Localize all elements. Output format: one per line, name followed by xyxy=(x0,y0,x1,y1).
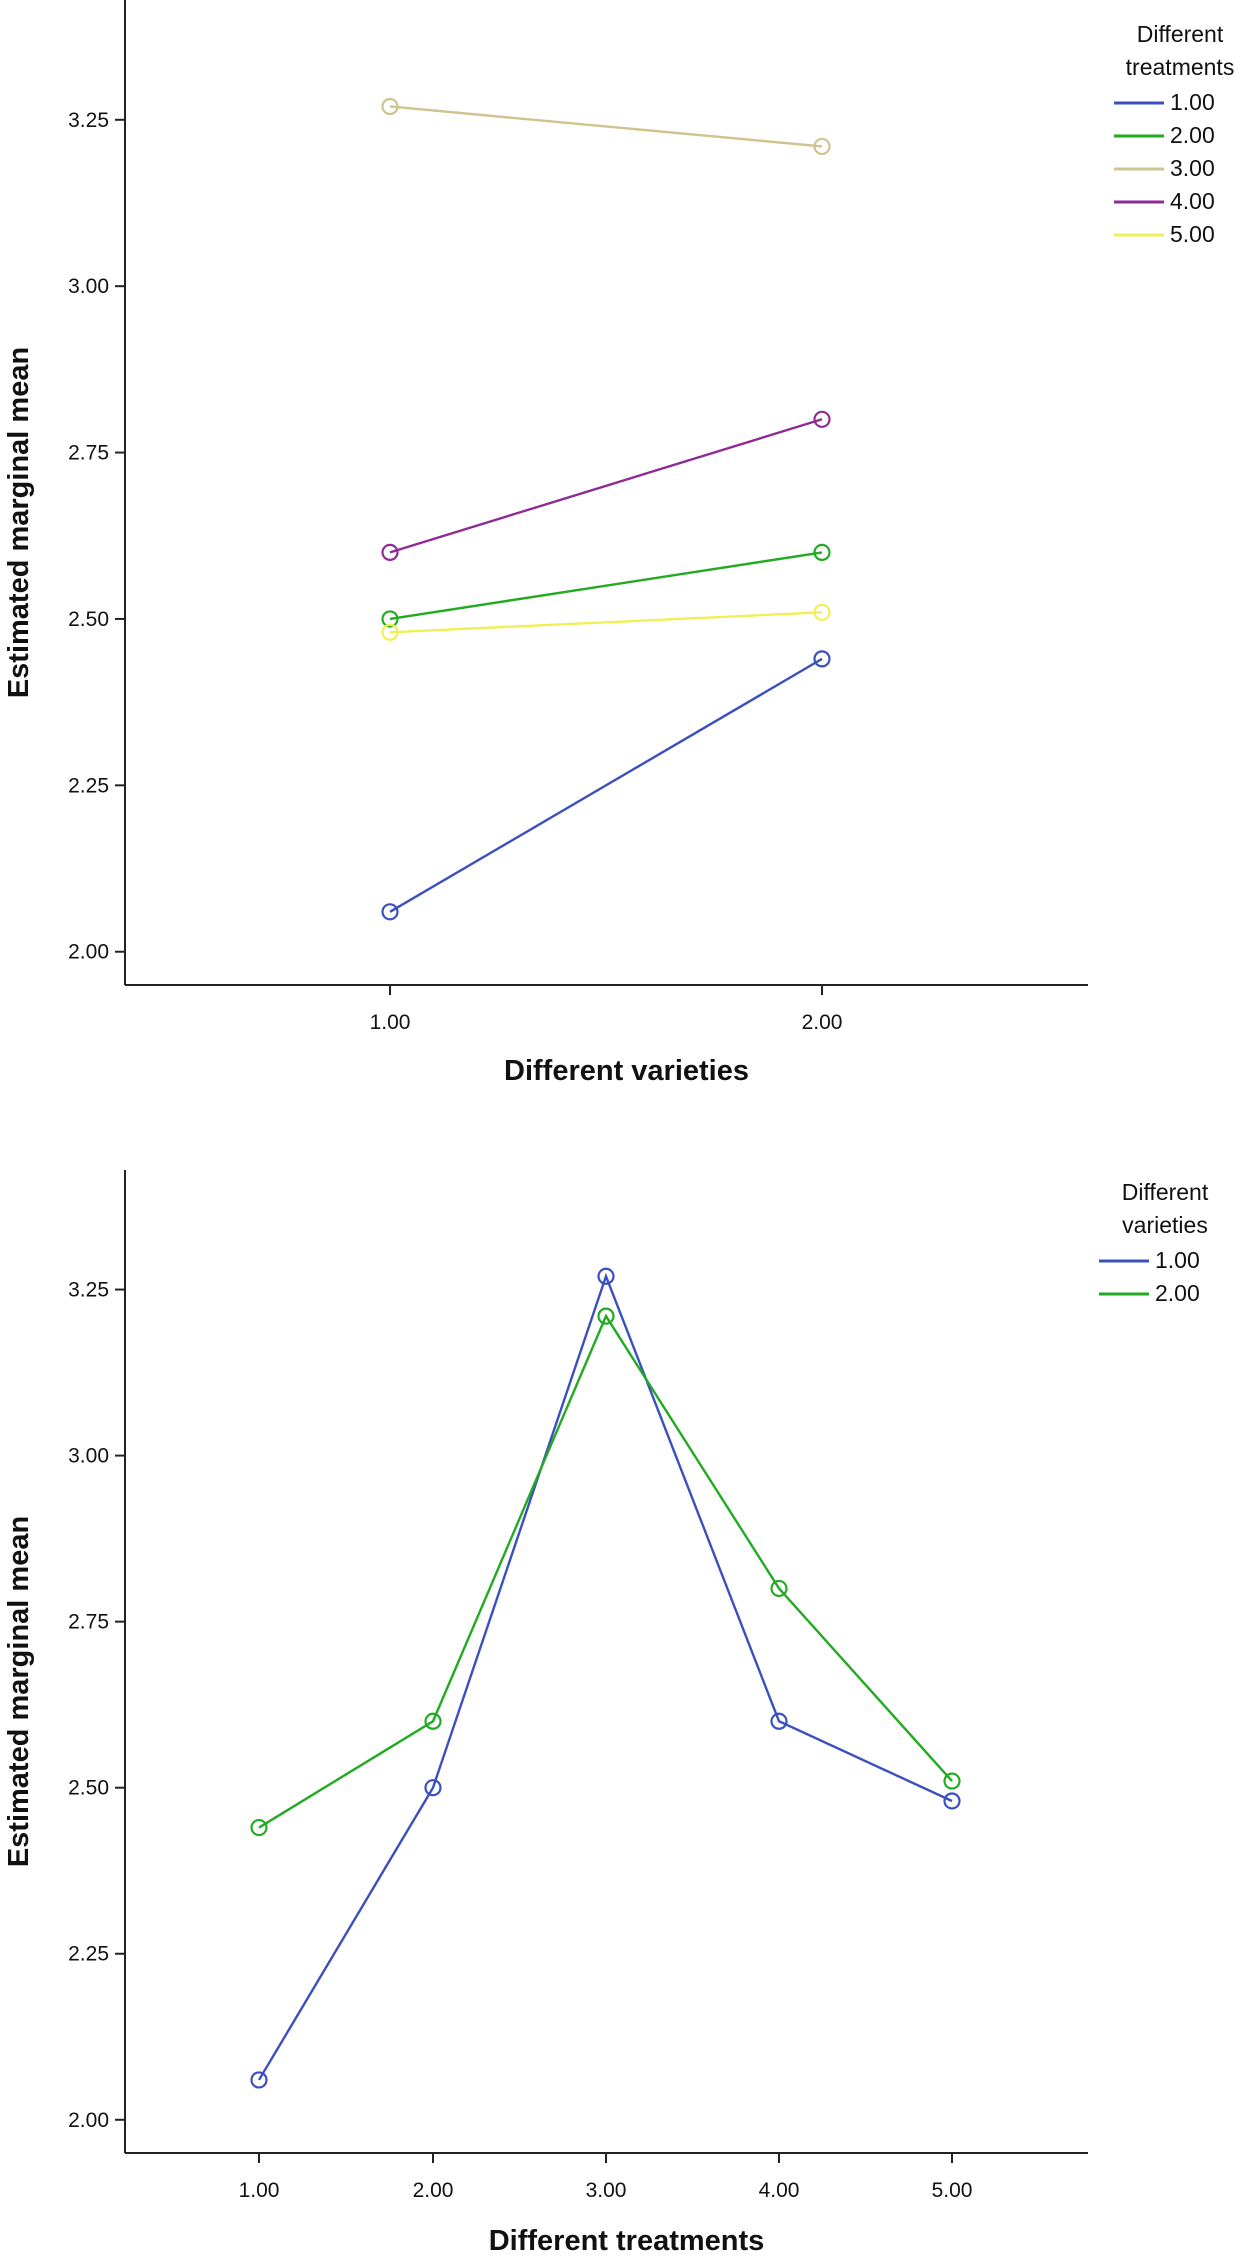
data-point xyxy=(597,1307,615,1325)
data-point xyxy=(813,650,831,668)
chart-treatments-svg: 2.00 2.25 2.50 2.75 3.00 3.25 1.00 2.00 3.00 4.00… xyxy=(3,1170,1209,2257)
x-tick-label: 5.00 xyxy=(932,2179,973,2202)
legend-label: 1.00 xyxy=(1155,1247,1200,1273)
data-point xyxy=(813,410,831,428)
data-point xyxy=(381,97,399,116)
y-tick-label: 2.00 xyxy=(68,2109,109,2132)
data-point xyxy=(943,1772,961,1790)
y-axis-title: Estimated marginal mean xyxy=(3,347,35,698)
x-axis-title: Different varieties xyxy=(504,1055,749,1087)
data-point xyxy=(381,543,399,561)
data-point xyxy=(424,1712,442,1730)
data-point xyxy=(381,903,399,921)
x-tick-label: 2.00 xyxy=(802,1011,843,1034)
data-point xyxy=(424,1779,442,1797)
data-point xyxy=(381,610,399,628)
data-point xyxy=(943,1792,961,1810)
legend-title: Different xyxy=(1137,21,1224,47)
legend-label: 2.00 xyxy=(1155,1280,1200,1306)
series-line-2.00 xyxy=(389,551,823,621)
y-tick-label: 3.00 xyxy=(68,275,109,298)
series-line-5.00 xyxy=(389,611,823,634)
y-tick-label: 2.00 xyxy=(68,941,109,964)
y-axis-title: Estimated marginal mean xyxy=(3,1516,35,1867)
data-point xyxy=(813,137,831,156)
data-point xyxy=(250,2071,268,2089)
x-tick-label: 1.00 xyxy=(370,1011,411,1034)
legend-label: 3.00 xyxy=(1170,155,1215,181)
x-tick-label: 1.00 xyxy=(239,2179,280,2202)
x-tick-label: 2.00 xyxy=(413,2179,454,2202)
y-tick-label: 3.25 xyxy=(68,1279,109,1302)
y-tick-label: 2.25 xyxy=(68,774,109,797)
legend-title-line2: treatments xyxy=(1126,54,1235,80)
data-point xyxy=(597,1267,615,1285)
data-point xyxy=(250,1818,268,1837)
y-tick-label: 2.75 xyxy=(68,1611,109,1634)
y-tick-label: 3.25 xyxy=(68,109,109,132)
y-tick-label: 2.25 xyxy=(68,1943,109,1966)
legend-label: 2.00 xyxy=(1170,122,1215,148)
series-line-3.00 xyxy=(389,105,823,148)
legend-title: Different xyxy=(1122,1179,1209,1205)
x-tick-label: 3.00 xyxy=(586,2179,627,2202)
y-tick-label: 3.00 xyxy=(68,1445,109,1468)
chart-varieties-svg: 2.00 2.25 2.50 2.75 3.00 3.25 1.00 2.00 Differen… xyxy=(3,0,1235,1087)
legend-label: 5.00 xyxy=(1170,221,1215,247)
legend-label: 4.00 xyxy=(1170,188,1215,214)
y-tick-label: 2.75 xyxy=(68,442,109,465)
series-line-4.00 xyxy=(389,418,823,554)
series-line-2.00 xyxy=(258,1313,953,1829)
x-axis-title: Different treatments xyxy=(489,2225,765,2257)
series-line-1.00 xyxy=(389,657,823,913)
data-point xyxy=(770,1579,788,1598)
data-point xyxy=(770,1712,788,1730)
x-tick-label: 4.00 xyxy=(759,2179,800,2202)
legend-label: 1.00 xyxy=(1170,89,1215,115)
y-tick-label: 2.50 xyxy=(68,1777,109,1800)
data-point xyxy=(813,603,831,621)
chart-varieties: 2.00 2.25 2.50 2.75 3.00 3.25 1.00 2.00 Differen… xyxy=(0,0,1255,1100)
series-line-1.00 xyxy=(257,1272,953,2081)
y-tick-label: 2.50 xyxy=(68,608,109,631)
data-point xyxy=(381,623,399,641)
chart-treatments: 2.00 2.25 2.50 2.75 3.00 3.25 1.00 2.00 3.00 4.00… xyxy=(0,1160,1255,2258)
data-point xyxy=(813,543,831,561)
legend-title-line2: varieties xyxy=(1122,1212,1208,1238)
